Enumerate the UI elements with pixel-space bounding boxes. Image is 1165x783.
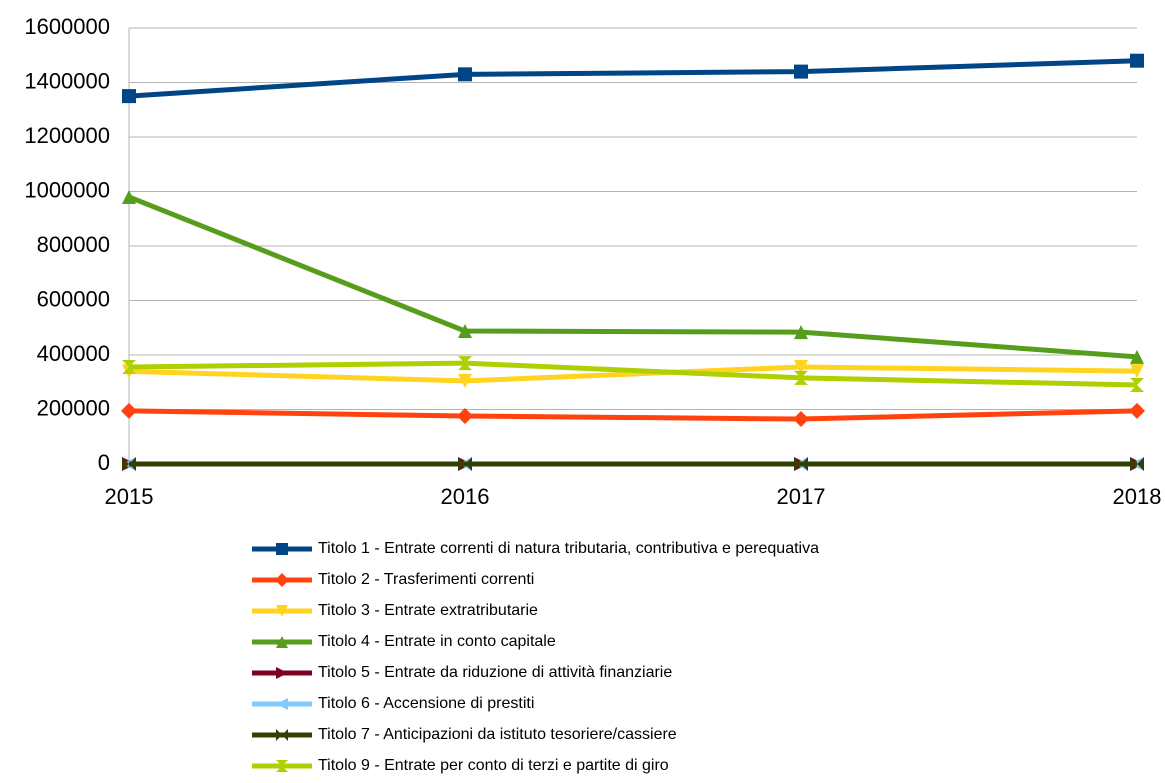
data-point	[122, 457, 136, 471]
data-point	[794, 457, 808, 471]
x-tick-label: 2016	[441, 484, 490, 509]
data-point	[458, 324, 472, 339]
series-line	[128, 364, 1138, 384]
legend-label: Titolo 6 - Accensione di prestiti	[318, 695, 534, 712]
series-line	[128, 360, 1138, 388]
legend-label: Titolo 3 - Entrate extratributarie	[318, 602, 538, 619]
y-tick-label: 400000	[37, 341, 110, 366]
series-line	[128, 408, 1138, 422]
y-tick-label: 1200000	[24, 123, 110, 148]
legend-marker	[276, 543, 288, 555]
data-point	[794, 359, 808, 374]
data-point	[122, 189, 136, 204]
y-tick-label: 1000000	[24, 177, 110, 202]
legend-marker	[275, 573, 289, 587]
legend-marker	[276, 605, 288, 617]
x-tick-label: 2018	[1113, 484, 1162, 509]
legend-label: Titolo 5 - Entrate da riduzione di attiv…	[318, 664, 672, 681]
data-point	[122, 359, 136, 374]
data-point	[121, 402, 137, 419]
legend-marker	[276, 636, 288, 648]
data-point	[1129, 402, 1145, 419]
y-tick-label: 1400000	[24, 68, 110, 93]
data-point	[1130, 457, 1144, 471]
x-tick-label: 2015	[105, 484, 154, 509]
data-point	[458, 356, 472, 371]
legend-marker	[276, 698, 288, 710]
data-point	[793, 411, 809, 428]
legend-marker	[276, 729, 288, 741]
data-point	[458, 457, 472, 471]
data-point	[458, 67, 472, 82]
y-tick-label: 1600000	[24, 14, 110, 39]
data-point	[794, 370, 808, 385]
y-tick-label: 600000	[37, 286, 110, 311]
data-point	[1130, 53, 1144, 68]
data-point	[1130, 364, 1144, 379]
legend-marker	[276, 667, 288, 679]
legend-label: Titolo 9 - Entrate per conto di terzi e …	[318, 757, 669, 774]
data-point	[1130, 377, 1144, 392]
legend-label: Titolo 1 - Entrate correnti di natura tr…	[318, 540, 819, 557]
data-point	[794, 325, 808, 340]
data-point	[122, 89, 136, 104]
series-line	[128, 194, 1138, 360]
data-point	[1130, 349, 1144, 364]
legend-label: Titolo 2 - Trasferimenti correnti	[318, 571, 534, 588]
data-point	[457, 408, 473, 425]
series-line	[128, 58, 1138, 99]
legend-label: Titolo 7 - Anticipazioni da istituto tes…	[318, 726, 677, 743]
y-tick-label: 0	[98, 450, 110, 475]
legend-marker	[276, 760, 288, 772]
y-tick-label: 800000	[37, 232, 110, 257]
data-point	[458, 373, 472, 388]
x-tick-label: 2017	[777, 484, 826, 509]
data-point	[794, 64, 808, 79]
legend-label: Titolo 4 - Entrate in conto capitale	[318, 633, 556, 650]
y-tick-label: 200000	[37, 395, 110, 420]
